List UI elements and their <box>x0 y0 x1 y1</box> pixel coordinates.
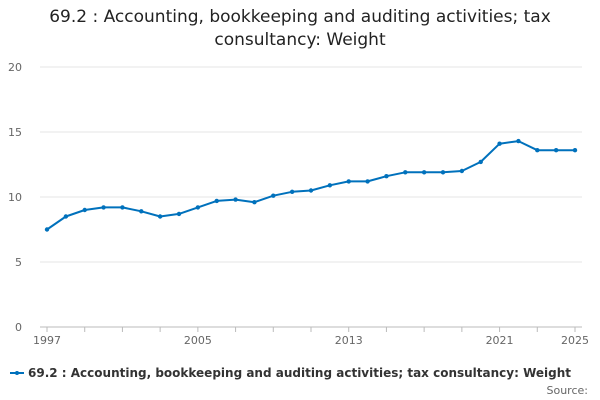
source-label: Source: <box>546 384 589 397</box>
x-tick-label: 2021 <box>486 334 514 347</box>
y-tick-label: 10 <box>8 191 22 204</box>
data-point <box>403 170 408 175</box>
data-point <box>535 148 540 153</box>
legend-label: 69.2 : Accounting, bookkeeping and audit… <box>28 366 572 380</box>
data-point <box>101 205 106 210</box>
data-point <box>63 214 69 219</box>
data-point <box>478 159 483 165</box>
data-point <box>421 170 427 175</box>
data-point <box>327 183 333 188</box>
data-point <box>516 138 521 144</box>
data-point <box>271 193 276 198</box>
legend-swatch-icon <box>10 368 24 378</box>
x-tick-label: 2013 <box>335 334 363 347</box>
x-tick-label: 2005 <box>184 334 212 347</box>
data-point <box>195 205 201 210</box>
data-point <box>365 179 370 184</box>
data-point <box>252 200 257 205</box>
data-point <box>289 189 295 194</box>
x-tick-label: 2025 <box>561 334 589 347</box>
data-point <box>157 214 163 219</box>
y-tick-label: 0 <box>15 321 22 334</box>
data-point <box>214 198 219 204</box>
y-tick-label: 15 <box>8 126 22 139</box>
chart-title: 69.2 : Accounting, bookkeeping and audit… <box>49 7 551 50</box>
data-point <box>44 227 50 232</box>
data-point <box>233 197 238 202</box>
data-point <box>440 170 446 175</box>
data-point <box>82 207 87 213</box>
data-point <box>120 205 125 210</box>
x-tick-label: 1997 <box>33 334 61 347</box>
data-point <box>346 179 351 184</box>
data-point <box>572 148 578 153</box>
legend[interactable]: 69.2 : Accounting, bookkeeping and audit… <box>10 366 571 380</box>
data-point <box>553 148 559 153</box>
y-tick-label: 20 <box>8 61 22 74</box>
series-line <box>46 140 575 231</box>
data-point <box>139 209 144 214</box>
data-point <box>459 168 465 174</box>
data-point <box>176 211 182 217</box>
data-point <box>384 174 389 179</box>
data-point <box>308 188 314 193</box>
y-tick-label: 5 <box>15 256 22 269</box>
data-point <box>497 141 502 146</box>
